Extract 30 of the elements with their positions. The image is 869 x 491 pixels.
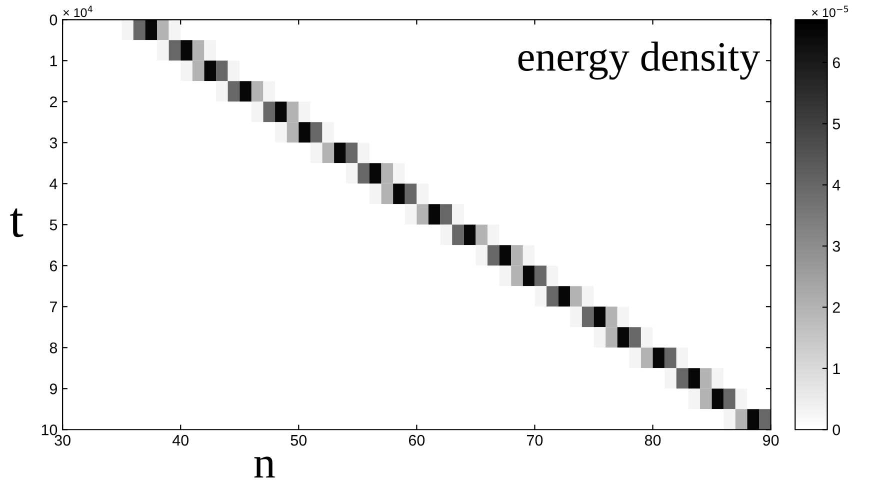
- x-axis-title: n: [254, 456, 275, 478]
- x-tick-label: 30: [54, 434, 70, 446]
- x-tick-label: 40: [172, 434, 189, 446]
- color-bar-label: 1: [833, 363, 840, 374]
- y-tick-label: 10: [42, 424, 58, 436]
- x-tick-label: 80: [644, 434, 661, 446]
- y-tick-label: 9: [50, 383, 57, 394]
- color-bar-label: 4: [832, 180, 840, 190]
- color-bar-label: 2: [832, 302, 840, 313]
- y-tick-label: 8: [50, 342, 58, 354]
- x-tick-label: 70: [527, 434, 543, 446]
- y-tick-label: 7: [50, 302, 57, 312]
- x-tick-label: 90: [763, 434, 779, 446]
- y-tick-label: 5: [50, 220, 58, 230]
- chart-title: energy density: [518, 42, 760, 80]
- y-tick-label: 3: [50, 138, 58, 148]
- x-tick-label: 50: [290, 434, 307, 446]
- y-tick-label: 6: [50, 260, 58, 272]
- y-tick-label: 2: [50, 96, 57, 108]
- text: × 10$^{4}$: [63, 6, 92, 18]
- color-bar-title: × 10$^{−5}$: [812, 6, 848, 18]
- color-bar-label: 3: [832, 240, 840, 252]
- x-tick-label: 60: [408, 434, 425, 446]
- y-tick-label: 4: [50, 178, 58, 190]
- color-bar-label: 6: [832, 57, 840, 68]
- color-bar-label: 0: [832, 424, 840, 436]
- y-tick-label: 0: [50, 14, 58, 26]
- y-axis-title: t: [10, 208, 24, 238]
- y-tick-label: 1: [50, 56, 57, 66]
- color-bar-label: 5: [832, 118, 840, 130]
